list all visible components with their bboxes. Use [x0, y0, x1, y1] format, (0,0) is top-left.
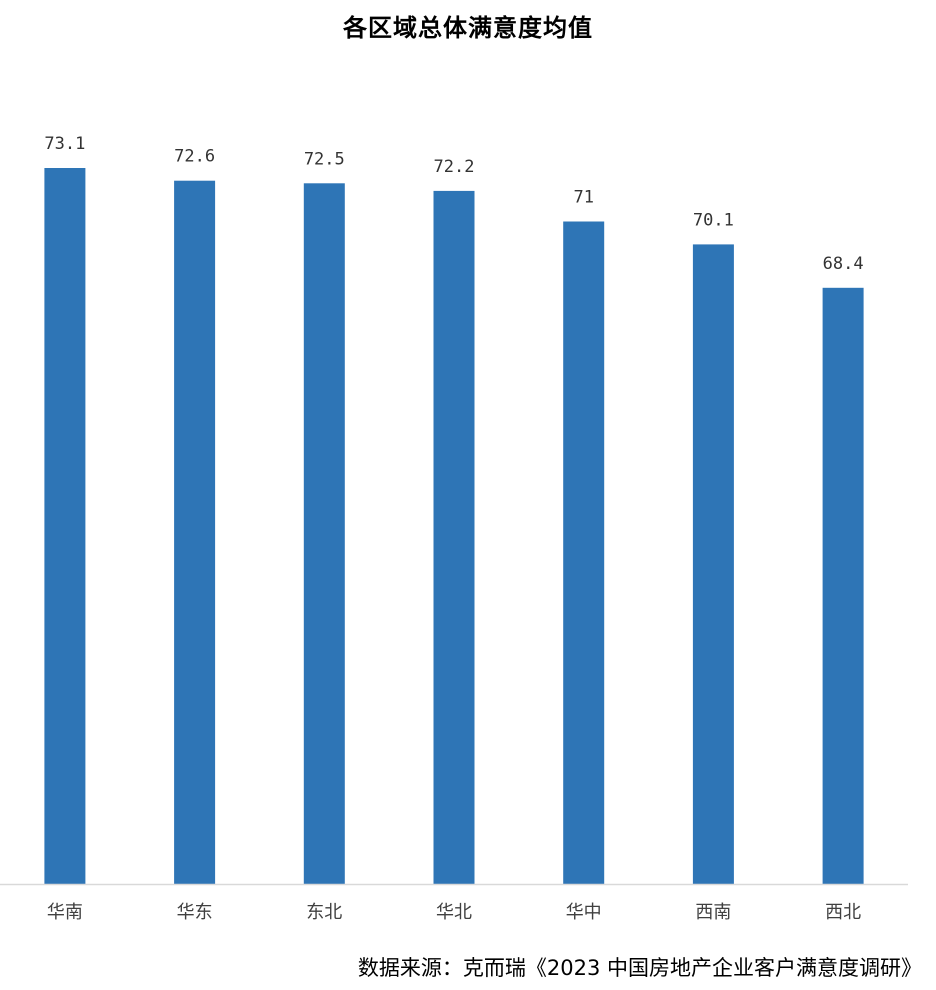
bar-东北 [303, 183, 345, 885]
bar-华东 [174, 180, 216, 884]
chart-title: 各区域总体满意度均值 [343, 14, 593, 42]
value-label-华中: 71 [573, 188, 593, 208]
value-label-西南: 70.1 [693, 210, 734, 230]
x-tick-label-华南: 华南 [47, 902, 83, 923]
bar-华中 [563, 221, 605, 884]
value-label-西北: 68.4 [823, 254, 864, 274]
value-label-华东: 72.6 [174, 147, 215, 167]
bar-西北 [822, 287, 864, 884]
bar-西南 [692, 244, 734, 884]
value-label-华北: 72.2 [434, 157, 475, 177]
x-tick-label-华中: 华中 [566, 902, 602, 923]
bars-group [44, 168, 864, 885]
data-source-note: 数据来源：克而瑞《2023 中国房地产企业客户满意度调研》 [357, 956, 922, 980]
value-labels-group: 73.1 72.6 72.5 72.2 71 70.1 68.4 [44, 134, 863, 274]
x-tick-labels-group: 华南 华东 东北 华北 华中 西南 西北 [47, 902, 861, 923]
x-tick-label-西南: 西南 [695, 902, 731, 923]
value-label-东北: 72.5 [304, 149, 345, 169]
x-tick-label-华北: 华北 [436, 902, 472, 923]
x-tick-label-华东: 华东 [177, 902, 213, 923]
x-tick-label-西北: 西北 [825, 902, 861, 923]
x-tick-label-东北: 东北 [306, 902, 342, 923]
value-label-华南: 73.1 [44, 134, 85, 154]
bar-华北 [433, 190, 475, 884]
bar-华南 [44, 168, 86, 884]
